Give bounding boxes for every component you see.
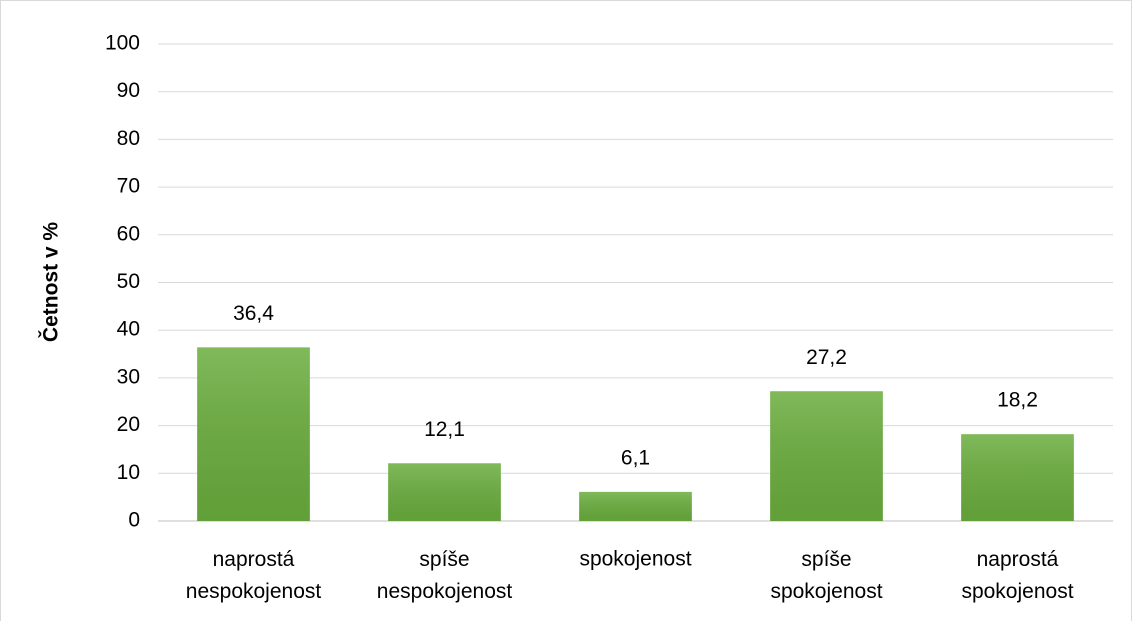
bar-shade: [579, 491, 692, 521]
y-tick-label: 20: [117, 413, 140, 436]
y-tick-label: 80: [117, 127, 140, 150]
bar-shade: [770, 391, 883, 521]
y-tick-label: 70: [117, 175, 140, 198]
value-label: 36,4: [233, 302, 274, 325]
x-tick-label: naprostá nespokojenost: [186, 548, 322, 603]
y-tick-label: 30: [117, 365, 140, 388]
y-tick-label: 50: [117, 270, 140, 293]
bar-shade: [388, 463, 501, 521]
y-tick-label: 10: [117, 461, 140, 484]
x-tick-label: naprostá spokojenost: [961, 548, 1073, 603]
y-tick-label: 40: [117, 318, 140, 341]
x-tick-label: spokojenost: [579, 548, 691, 571]
bar-shade: [197, 347, 310, 521]
value-label: 18,2: [997, 389, 1038, 412]
y-tick-label: 0: [128, 509, 140, 532]
y-axis-label: Četnost v %: [39, 222, 63, 343]
y-tick-label: 60: [117, 222, 140, 245]
y-tick-label: 90: [117, 79, 140, 102]
value-label: 27,2: [806, 346, 847, 369]
bar-shade: [961, 434, 1074, 521]
x-tick-label: spíše nespokojenost: [377, 548, 513, 603]
value-label: 12,1: [424, 418, 465, 441]
x-tick-label: spíše spokojenost: [770, 548, 882, 603]
value-label: 6,1: [621, 446, 650, 469]
y-tick-label: 100: [105, 32, 140, 55]
